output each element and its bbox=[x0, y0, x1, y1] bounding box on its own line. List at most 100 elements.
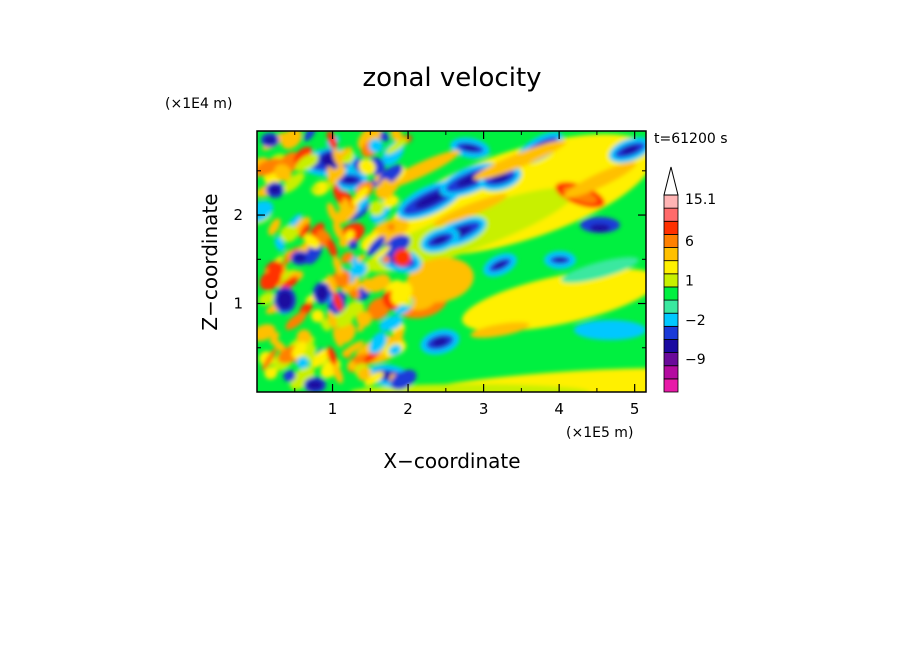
contour-blob bbox=[277, 290, 293, 310]
contour-blob bbox=[307, 380, 323, 390]
contour-blob bbox=[345, 230, 355, 240]
x-tick-label: 2 bbox=[403, 400, 413, 418]
contour-blob bbox=[326, 166, 338, 186]
chart-title: zonal velocity bbox=[362, 63, 541, 93]
contour-blob bbox=[432, 235, 448, 245]
contour-blob bbox=[320, 317, 331, 332]
contour-blob bbox=[381, 255, 391, 264]
contour-blob bbox=[296, 329, 312, 345]
contour-blob bbox=[299, 223, 311, 239]
contour-blob bbox=[326, 202, 338, 222]
contour-blob bbox=[432, 337, 448, 347]
contour-blob bbox=[332, 148, 344, 168]
contour-blob bbox=[373, 245, 391, 260]
contour-blob bbox=[311, 180, 330, 196]
contour-blob bbox=[390, 369, 417, 390]
contour-blob bbox=[310, 348, 331, 368]
contour-blob bbox=[279, 225, 298, 243]
colorbar-swatch bbox=[663, 299, 679, 314]
contour-blob bbox=[561, 257, 639, 283]
contour-blob bbox=[367, 235, 386, 256]
colorbar-swatch bbox=[663, 312, 679, 327]
contour-blob bbox=[364, 371, 384, 387]
contour-blob bbox=[274, 236, 285, 252]
contour-blob bbox=[368, 138, 384, 154]
contour-blob bbox=[380, 150, 460, 190]
y-tick-label: 1 bbox=[233, 295, 243, 313]
field-contours bbox=[257, 131, 646, 392]
contour-blob bbox=[432, 194, 508, 226]
contour-blob bbox=[332, 184, 344, 204]
contour-blob bbox=[283, 370, 296, 382]
contour-blob bbox=[341, 340, 364, 357]
contour-blob bbox=[303, 234, 320, 249]
contour-blob bbox=[332, 328, 344, 348]
contour-blob bbox=[332, 364, 344, 384]
plot-frame bbox=[256, 130, 647, 393]
colorbar-label: −2 bbox=[685, 313, 706, 329]
contour-blob bbox=[287, 213, 302, 229]
contour-blob bbox=[392, 329, 404, 343]
contour-blob bbox=[310, 185, 320, 193]
contour-blob bbox=[261, 347, 277, 371]
contour-blob bbox=[289, 366, 315, 390]
contour-blob bbox=[470, 322, 530, 338]
x-axis: 1 2 3 4 5 bbox=[294, 131, 640, 418]
contour-blob bbox=[257, 200, 274, 223]
contour-blob bbox=[326, 274, 338, 294]
contour-blob bbox=[294, 254, 306, 262]
contour-blob bbox=[379, 131, 390, 142]
contour-blob bbox=[296, 356, 309, 369]
contour-blob bbox=[393, 248, 412, 267]
contour-blob bbox=[291, 341, 307, 359]
contour-blob bbox=[331, 269, 351, 288]
contour-blob bbox=[493, 261, 507, 269]
contour-blob bbox=[368, 200, 385, 217]
colorbar-swatch bbox=[663, 273, 679, 288]
contour-blob bbox=[269, 185, 281, 195]
contour-blob bbox=[590, 224, 610, 232]
contour-blob bbox=[264, 366, 278, 380]
x-tick-label: 3 bbox=[479, 400, 489, 418]
contour-blob bbox=[335, 201, 359, 224]
contour-blob bbox=[358, 158, 376, 176]
contour-blob bbox=[388, 344, 402, 356]
x-axis-label: X−coordinate bbox=[383, 449, 520, 473]
contour-blob bbox=[281, 246, 300, 266]
colorbar-swatch bbox=[663, 339, 679, 354]
contour-blob bbox=[332, 256, 344, 276]
contour-blob bbox=[574, 320, 646, 340]
time-label: t=61200 s bbox=[654, 131, 728, 147]
contour-blob bbox=[340, 251, 354, 264]
y-axis-label: Z−coordinate bbox=[198, 193, 222, 330]
contour-blob bbox=[350, 261, 367, 278]
contour-blob bbox=[326, 131, 338, 150]
contour-blob bbox=[473, 140, 567, 180]
contour-blob bbox=[357, 367, 372, 381]
colorbar-swatch bbox=[663, 207, 679, 222]
contour-blob bbox=[268, 218, 281, 236]
x-scale-label: (×1E5 m) bbox=[566, 425, 633, 441]
contour-blob bbox=[304, 131, 316, 142]
contour-blob bbox=[326, 310, 338, 330]
colorbar-swatch bbox=[663, 352, 679, 367]
colorbar-overflow-arrow bbox=[663, 166, 679, 196]
contour-blob bbox=[332, 292, 344, 312]
contour-blob bbox=[406, 257, 474, 303]
contour-blob bbox=[462, 144, 478, 152]
contour-blob bbox=[341, 271, 360, 294]
contour-blob bbox=[264, 136, 276, 144]
colorbar-swatch bbox=[663, 325, 679, 340]
x-tick-label: 5 bbox=[630, 400, 640, 418]
contour-blob bbox=[332, 220, 344, 240]
contour-band bbox=[350, 384, 590, 392]
contour-blob bbox=[269, 331, 280, 345]
contour-blob bbox=[295, 153, 320, 172]
colorbar-swatch bbox=[663, 220, 679, 235]
contour-blob bbox=[281, 172, 305, 194]
contour-blob bbox=[257, 158, 283, 177]
y-scale-label: (×1E4 m) bbox=[165, 96, 232, 112]
colorbar-swatch bbox=[663, 194, 679, 209]
contour-blob bbox=[343, 176, 357, 184]
contour-blob bbox=[340, 190, 355, 207]
